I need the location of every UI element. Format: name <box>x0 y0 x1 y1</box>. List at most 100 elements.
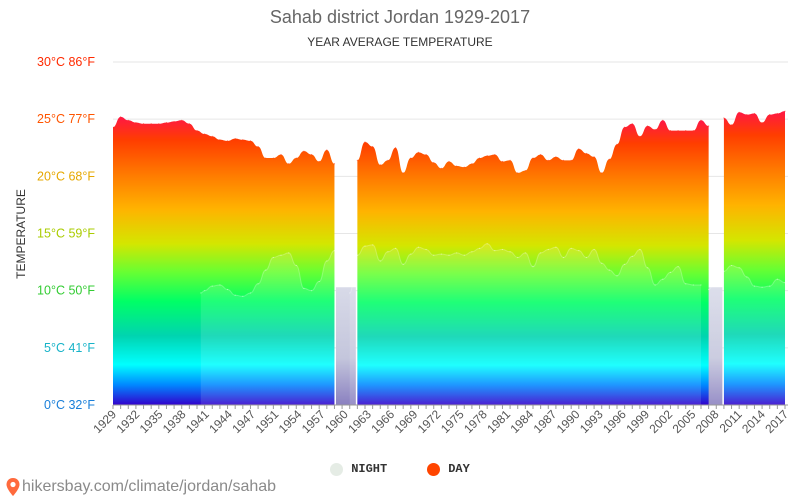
day-point <box>478 157 481 159</box>
night-point <box>715 276 717 278</box>
x-tick-label: 1975 <box>438 407 467 436</box>
day-point <box>410 157 412 159</box>
night-area <box>200 250 335 405</box>
night-point <box>379 260 381 262</box>
x-tick-label: 2005 <box>670 407 699 436</box>
day-point <box>135 121 137 124</box>
day-point <box>234 138 236 140</box>
day-point <box>784 110 786 112</box>
x-tick-label: 1993 <box>577 407 606 436</box>
day-point <box>624 126 626 128</box>
night-point <box>200 292 202 294</box>
night-point <box>700 284 702 286</box>
day-point <box>593 156 595 158</box>
night-point <box>211 285 213 287</box>
y-axis-ticks: 0°C 32°F 5°C 41°F 10°C 50°F 15°C 59°F 20°C 6… <box>37 55 95 412</box>
day-point <box>631 123 633 125</box>
y-tick-label: 30°C 86°F <box>37 55 95 69</box>
day-point <box>776 112 778 115</box>
day-point <box>280 154 282 156</box>
day-point <box>708 125 710 127</box>
day-point <box>318 160 320 163</box>
day-point <box>372 146 374 148</box>
day-point <box>204 133 206 135</box>
chart-subtitle: YEAR AVERAGE TEMPERATURE <box>307 35 492 49</box>
night-point <box>776 278 778 280</box>
night-point <box>708 288 710 291</box>
night-point <box>257 283 259 285</box>
night-point <box>608 269 610 271</box>
day-point <box>257 146 259 148</box>
day-point <box>394 147 397 149</box>
night-point <box>204 290 206 292</box>
day-point <box>142 123 145 125</box>
day-point <box>753 112 756 115</box>
y-tick-label: 0°C 32°F <box>44 398 95 412</box>
night-point <box>425 248 427 251</box>
y-axis-label: TEMPERATURE <box>14 189 28 279</box>
day-point <box>387 159 389 161</box>
day-point <box>120 116 122 118</box>
x-tick-label: 1957 <box>299 407 328 436</box>
day-point <box>669 130 672 132</box>
legend-item-day[interactable]: DAY <box>427 462 470 476</box>
night-point <box>349 292 351 294</box>
day-point <box>440 167 442 169</box>
day-point <box>150 123 152 125</box>
legend-item-night[interactable]: NIGHT <box>330 462 387 476</box>
night-point <box>730 264 733 267</box>
day-point <box>242 139 244 141</box>
day-point <box>425 154 427 156</box>
night-area <box>708 265 785 405</box>
x-tick-label: 2011 <box>717 407 745 435</box>
day-point <box>677 130 679 132</box>
night-point <box>410 253 412 255</box>
x-tick-label: 1978 <box>461 407 490 436</box>
day-point <box>226 140 229 142</box>
footer: hikersbay.com/climate/jordan/sahab <box>6 478 276 496</box>
day-point <box>219 139 221 141</box>
day-point <box>517 172 519 174</box>
night-point <box>562 256 565 259</box>
x-tick-label: 2002 <box>646 407 675 436</box>
day-point <box>570 159 572 161</box>
night-point <box>669 271 672 273</box>
night-point <box>326 260 328 262</box>
day-point <box>562 159 565 161</box>
day-point <box>486 155 488 157</box>
x-tick-label: 1963 <box>345 407 374 436</box>
source-link[interactable]: hikersbay.com/climate/jordan/sahab <box>22 478 277 495</box>
night-point <box>280 254 282 256</box>
night-point <box>288 252 290 254</box>
night-point <box>585 256 588 259</box>
night-line <box>708 265 786 291</box>
night-line <box>349 243 701 294</box>
x-tick-label: 1966 <box>368 407 397 436</box>
night-point <box>265 269 267 271</box>
day-point <box>303 150 305 152</box>
day-point <box>265 157 267 159</box>
day-point <box>524 170 526 172</box>
night-point <box>364 245 366 247</box>
night-point <box>677 266 679 268</box>
day-point <box>326 149 328 151</box>
night-point <box>318 280 320 283</box>
day-point <box>433 162 435 164</box>
day-point <box>608 158 610 160</box>
night-point <box>616 275 618 277</box>
legend-night-label: NIGHT <box>351 462 388 476</box>
day-point <box>402 172 404 174</box>
night-point <box>578 250 580 252</box>
night-point <box>769 285 771 287</box>
day-point <box>700 119 702 121</box>
x-tick-label: 1972 <box>415 407 444 436</box>
night-point <box>456 252 458 254</box>
day-point <box>333 163 336 165</box>
day-point <box>272 157 274 159</box>
day-point <box>249 140 252 142</box>
night-dot-icon <box>330 462 344 476</box>
y-tick-label: 15°C 59°F <box>37 227 95 241</box>
night-point <box>501 248 504 251</box>
night-point <box>570 247 572 249</box>
x-tick-label: 1987 <box>531 407 560 436</box>
